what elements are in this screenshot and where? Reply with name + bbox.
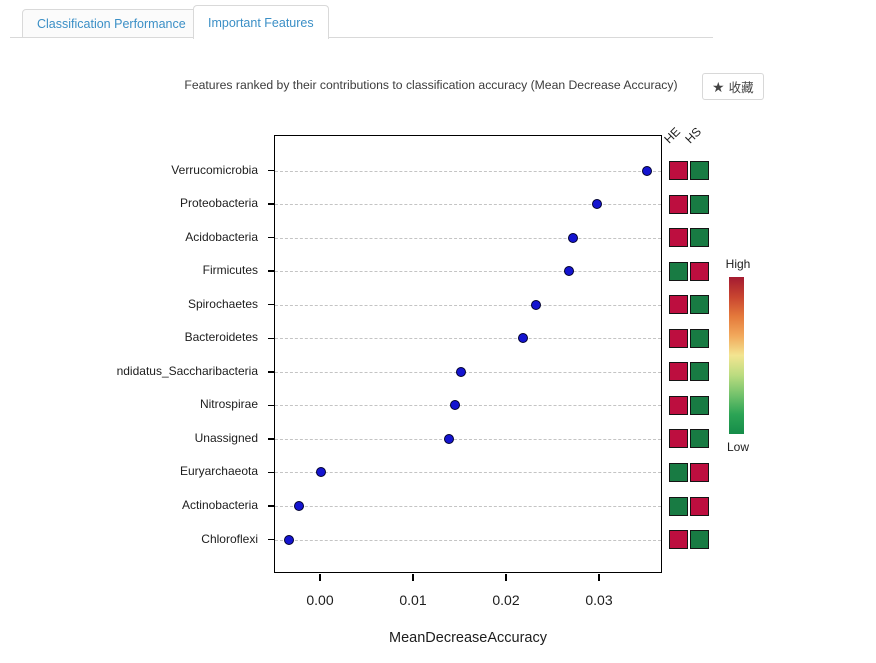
gridline bbox=[275, 304, 661, 306]
heatmap-cell-he bbox=[669, 362, 688, 382]
x-axis-tick-label: 0.03 bbox=[585, 592, 613, 608]
y-axis-label: Spirochaetes bbox=[187, 296, 258, 311]
heatmap-cell-he bbox=[669, 530, 688, 550]
plot-area bbox=[274, 135, 662, 573]
heatmap-cell-he bbox=[669, 429, 688, 449]
data-point bbox=[449, 400, 460, 411]
gridline bbox=[275, 271, 661, 273]
y-axis-tick bbox=[267, 371, 274, 373]
heatmap-cell-hs bbox=[690, 429, 709, 449]
y-axis-tick bbox=[267, 169, 274, 172]
y-axis-label: Euryarchaeota bbox=[179, 464, 258, 479]
tabbar-divider bbox=[10, 37, 713, 38]
heatmap-column-header-hs: HS bbox=[682, 124, 705, 147]
data-point bbox=[456, 366, 467, 377]
y-axis-tick bbox=[267, 303, 274, 306]
gridline bbox=[275, 438, 661, 440]
gridline bbox=[275, 405, 661, 407]
heatmap-cell-hs bbox=[690, 395, 709, 415]
y-axis-label: Acidobacteria bbox=[185, 229, 258, 244]
y-axis-label: Bacteroidetes bbox=[184, 330, 258, 345]
data-point bbox=[293, 501, 304, 511]
gridline bbox=[275, 237, 661, 239]
favorite-button[interactable]: ★ 收藏 bbox=[702, 73, 764, 100]
heatmap-cell-he bbox=[669, 228, 688, 248]
chart-title: Features ranked by their contributions t… bbox=[184, 78, 678, 92]
data-point bbox=[564, 266, 575, 277]
colorbar-gradient bbox=[729, 277, 744, 434]
y-axis-tick bbox=[267, 404, 274, 407]
heatmap-column-header-he: HE bbox=[661, 124, 684, 147]
x-axis-tick bbox=[319, 573, 321, 581]
gridline bbox=[275, 204, 661, 206]
star-icon: ★ bbox=[712, 78, 725, 95]
heatmap-cell-hs bbox=[690, 295, 709, 315]
gridline bbox=[275, 371, 661, 373]
data-point bbox=[517, 333, 528, 344]
x-axis-title: MeanDecreaseAccuracy bbox=[389, 630, 547, 646]
heatmap-cell-hs bbox=[690, 496, 709, 516]
heatmap-cell-hs bbox=[690, 228, 709, 248]
data-point bbox=[284, 534, 295, 545]
x-axis-tick bbox=[598, 573, 600, 581]
gridline bbox=[275, 472, 661, 474]
x-axis-tick bbox=[412, 573, 414, 581]
x-axis-tick-label: 0.01 bbox=[399, 592, 427, 608]
y-axis-label: Actinobacteria bbox=[181, 498, 258, 512]
heatmap-cell-hs bbox=[690, 462, 709, 482]
tab-label: Classification Performance bbox=[37, 16, 186, 31]
x-axis-tick-label: 0.00 bbox=[306, 592, 334, 608]
x-axis-tick-label: 0.02 bbox=[492, 592, 520, 608]
gridline bbox=[275, 170, 661, 172]
data-point bbox=[444, 433, 455, 444]
y-axis-label: Nitrospirae bbox=[199, 397, 258, 412]
y-axis-label: Chloroflexi bbox=[201, 531, 258, 546]
colorbar-low-label: Low bbox=[726, 440, 749, 454]
y-axis-label: Unassigned bbox=[194, 430, 258, 445]
data-point bbox=[530, 299, 541, 310]
y-axis-tick bbox=[267, 471, 274, 474]
favorite-button-label: 收藏 bbox=[728, 81, 754, 95]
heatmap-cell-he bbox=[669, 328, 688, 348]
x-axis-tick bbox=[505, 573, 507, 581]
heatmap-cell-hs bbox=[690, 161, 709, 180]
heatmap-cell-he bbox=[669, 261, 688, 281]
heatmap-cell-he bbox=[669, 194, 688, 214]
tab-classification-performance[interactable]: Classification Performance bbox=[22, 9, 201, 38]
y-axis-tick bbox=[267, 337, 274, 339]
heatmap-cell-hs bbox=[690, 362, 709, 382]
colorbar-high-label: High bbox=[725, 257, 751, 271]
heatmap-cell-hs bbox=[690, 261, 709, 281]
y-axis-tick bbox=[267, 438, 274, 440]
heatmap-cell-he bbox=[669, 295, 688, 315]
gridline bbox=[275, 338, 661, 340]
gridline bbox=[275, 506, 661, 507]
y-axis-label: Firmicutes bbox=[202, 263, 258, 278]
gridline bbox=[275, 539, 661, 541]
heatmap-cell-he bbox=[669, 161, 688, 180]
heatmap-cell-he bbox=[669, 496, 688, 516]
y-axis-tick bbox=[267, 203, 274, 205]
y-axis-tick bbox=[267, 505, 274, 507]
y-axis-label: Proteobacteria bbox=[179, 196, 258, 211]
heatmap-cell-hs bbox=[690, 328, 709, 348]
tab-important-features[interactable]: Important Features bbox=[193, 5, 329, 39]
heatmap-cell-hs bbox=[690, 530, 709, 550]
data-point bbox=[592, 199, 603, 210]
data-point bbox=[568, 232, 579, 243]
heatmap-cell-he bbox=[669, 462, 688, 482]
heatmap-cell-he bbox=[669, 395, 688, 415]
data-point bbox=[641, 165, 652, 176]
y-axis-tick bbox=[267, 236, 274, 239]
y-axis-tick bbox=[267, 538, 274, 541]
heatmap-cell-hs bbox=[690, 194, 709, 214]
y-axis-label: Verrucomicrobia bbox=[171, 162, 258, 177]
data-point bbox=[316, 467, 326, 478]
tab-label: Important Features bbox=[208, 15, 314, 30]
y-axis-label: ndidatus_Saccharibacteria bbox=[116, 363, 258, 378]
y-axis-tick bbox=[267, 270, 274, 272]
